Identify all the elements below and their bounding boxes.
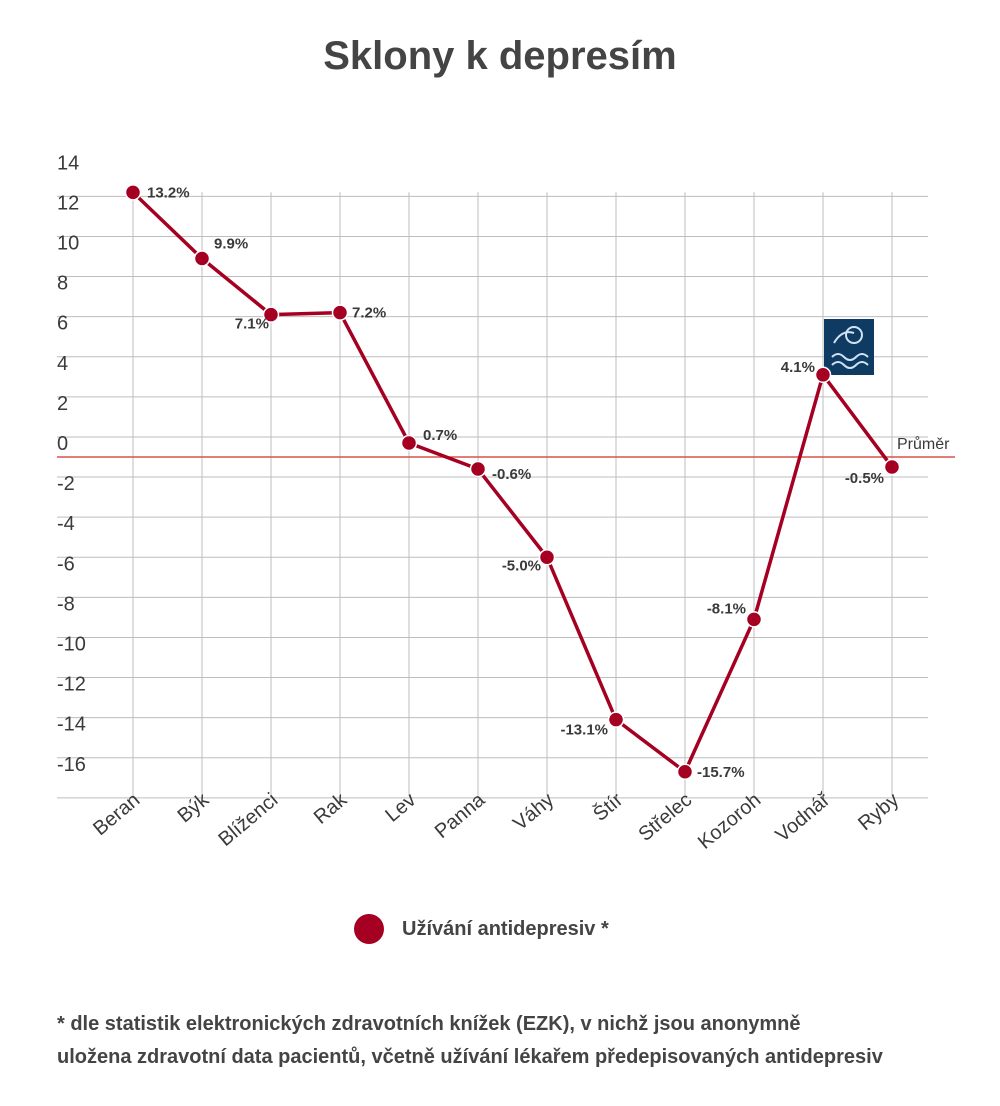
data-points: [124, 184, 901, 781]
y-tick-label: -6: [57, 553, 75, 575]
data-label: -8.1%: [707, 600, 746, 617]
x-tick-label: Beran: [89, 789, 144, 840]
y-tick-label: 14: [57, 152, 79, 174]
data-label: 4.1%: [781, 359, 815, 376]
y-tick-label: 12: [57, 192, 79, 214]
icon-wave: [831, 353, 869, 361]
data-point: [883, 458, 901, 476]
series-polyline: [131, 191, 894, 774]
data-point: [745, 611, 763, 628]
y-tick-label: 0: [57, 433, 68, 455]
y-tick-label: 6: [57, 313, 68, 335]
y-tick-label: 10: [57, 233, 79, 255]
data-label: -0.6%: [492, 466, 531, 483]
footnote-line-1: * dle statistik elektronických zdravotní…: [57, 1013, 801, 1035]
y-tick-label: -8: [57, 593, 75, 615]
y-tick-label: -4: [57, 513, 75, 535]
x-tick-label: Váhy: [509, 789, 558, 835]
data-label: 9.9%: [214, 236, 248, 253]
data-label: 7.2%: [352, 305, 386, 322]
data-label: -5.0%: [502, 557, 541, 574]
footnote-line-2: uložena zdravotní data pacientů, včetně …: [57, 1046, 883, 1068]
data-point: [262, 306, 280, 323]
data-label: 0.7%: [423, 427, 457, 444]
y-tick-label: -2: [57, 473, 75, 495]
data-point: [400, 434, 418, 452]
data-point: [676, 763, 694, 781]
x-tick-label: Vodnář: [772, 788, 836, 846]
data-point: [331, 304, 349, 321]
data-label: -0.5%: [845, 470, 884, 487]
data-label: 7.1%: [235, 316, 269, 333]
data-point: [607, 711, 625, 728]
data-point: [538, 549, 556, 566]
y-tick-label: -14: [57, 714, 86, 736]
icon-arm: [833, 331, 855, 344]
y-tick-label: 8: [57, 273, 68, 295]
y-tick-label: 2: [57, 393, 68, 415]
legend: Užívání antidepresiv *: [354, 914, 609, 944]
data-point: [814, 366, 832, 384]
data-label: -13.1%: [560, 722, 608, 739]
y-axis-tick-labels: 14 12 10 8 6 4 2 0 -2 -4 -6 -8 -10 -12 -14 -16: [57, 152, 86, 776]
icon-head: [845, 326, 863, 344]
y-tick-label: -12: [57, 674, 86, 696]
data-labels: 13.2% 9.9% 7.1% 7.2% 0.7% -0.6% -5.0% -13.1% -15…: [147, 184, 884, 780]
legend-marker: [354, 914, 384, 944]
x-tick-label: Ryby: [854, 789, 903, 835]
footnote: * dle statistik elektronických zdravotní…: [57, 1008, 987, 1074]
x-tick-label: Štír: [589, 788, 628, 826]
x-tick-label: Kozoroh: [694, 789, 765, 854]
x-tick-label: Býk: [174, 788, 214, 827]
average-reference-line: Průměr: [57, 435, 955, 458]
line-chart: 14 12 10 8 6 4 2 0 -2 -4 -6 -8 -10 -12 -14 -16 Průměr 1…: [57, 152, 955, 854]
icon-wave: [831, 361, 869, 369]
vertical-gridlines: [132, 192, 893, 796]
x-tick-label: Panna: [431, 788, 490, 843]
data-point: [193, 250, 211, 267]
x-tick-label: Lev: [381, 789, 420, 827]
icon-background: [824, 319, 874, 375]
chart-title: Sklony k depresím: [323, 34, 677, 78]
x-tick-label: Rak: [310, 788, 352, 828]
aquarius-sign-icon: [824, 319, 874, 375]
data-label: 13.2%: [147, 184, 190, 201]
y-tick-label: 4: [57, 353, 68, 375]
y-tick-label: -16: [57, 754, 86, 776]
series-line: [131, 191, 894, 774]
y-tick-label: -10: [57, 634, 86, 656]
data-label: -15.7%: [697, 764, 745, 781]
horizontal-gridlines: [57, 195, 928, 799]
legend-label: Užívání antidepresiv *: [402, 917, 609, 940]
average-line-label: Průměr: [897, 435, 950, 453]
data-point: [124, 184, 142, 201]
data-point: [469, 460, 487, 478]
